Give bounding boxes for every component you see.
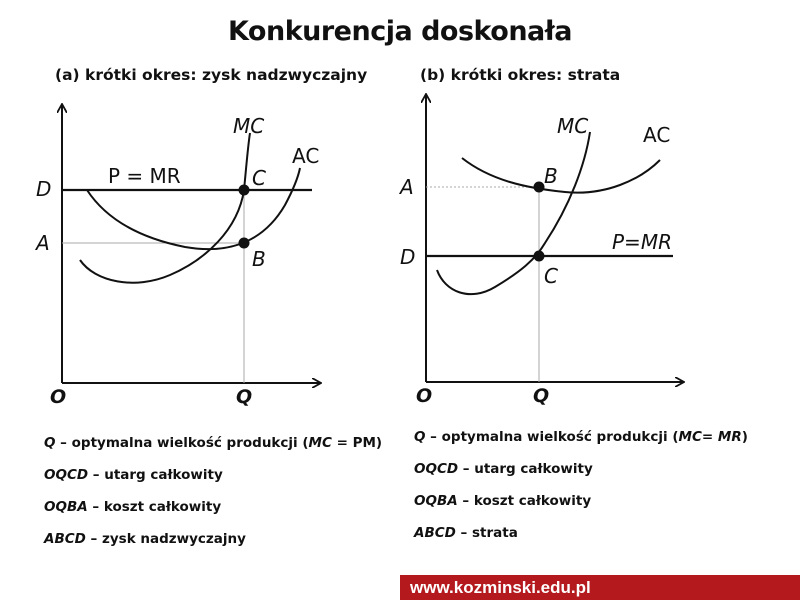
note-text: – utarg całkowity xyxy=(88,467,223,483)
panel-a-point-b xyxy=(238,237,250,249)
panel-a-ac-label: AC xyxy=(292,144,319,168)
panel-b-q-label: Q xyxy=(533,385,549,407)
panel-b-notes: Q – optymalna wielkość produkcji (MC= MR… xyxy=(414,421,748,549)
panel-a-b-label: B xyxy=(252,247,266,271)
panel-a-c-label: C xyxy=(252,166,266,190)
note-line: OQBA – koszt całkowity xyxy=(414,485,748,517)
panel-a-point-c xyxy=(238,184,250,196)
note-key: OQCD xyxy=(414,461,459,477)
panel-b-point-c xyxy=(533,250,545,262)
note-text: – koszt całkowity xyxy=(87,499,222,515)
footer-url[interactable]: www.kozminski.edu.pl xyxy=(400,575,800,600)
note-key: OQBA xyxy=(44,499,88,515)
panel-a-ac-curve xyxy=(86,167,301,251)
panel-a-mc-curve xyxy=(79,132,251,284)
note-key: ABCD xyxy=(44,531,86,547)
panel-b-a-label: A xyxy=(398,175,414,199)
note-text: = PM) xyxy=(331,435,383,451)
panel-a-a-label: A xyxy=(34,231,50,255)
note-text: – strata xyxy=(455,525,518,541)
note-key: MC xyxy=(308,435,332,451)
panel-b-ac-curve xyxy=(461,157,661,194)
panel-a-pmr-label: P = MR xyxy=(108,164,181,188)
note-key: Q xyxy=(44,435,56,451)
panel-a-chart: MC AC P = MR C B D A O Q xyxy=(34,105,320,408)
panel-b-b-label: B xyxy=(544,164,558,188)
panel-b-subtitle: (b) krótki okres: strata xyxy=(420,66,621,84)
panel-b-c-label: C xyxy=(544,264,558,288)
note-text: – optymalna wielkość produkcji ( xyxy=(425,429,679,445)
panel-b-pmr-label: P=MR xyxy=(612,230,672,254)
note-text: – koszt całkowity xyxy=(457,493,592,509)
note-text: – utarg całkowity xyxy=(458,461,593,477)
panel-b-chart: MC AC P=MR B C A D O Q xyxy=(398,95,683,407)
note-line: Q – optymalna wielkość produkcji (MC = P… xyxy=(44,427,382,459)
panel-a-notes: Q – optymalna wielkość produkcji (MC = P… xyxy=(44,427,382,555)
panel-a-q-label: Q xyxy=(236,386,252,408)
note-line: OQCD – utarg całkowity xyxy=(44,459,382,491)
panel-a-origin-label: O xyxy=(50,386,66,408)
note-text: ) xyxy=(741,429,748,445)
panel-a-d-label: D xyxy=(36,177,51,201)
panel-b-d-label: D xyxy=(400,245,415,269)
note-text: – zysk nadzwyczajny xyxy=(85,531,246,547)
note-key: Q xyxy=(414,429,426,445)
panel-b-mc-curve xyxy=(436,131,591,296)
note-key: OQCD xyxy=(44,467,89,483)
panel-a-mc-label: MC xyxy=(233,114,264,138)
panel-b-point-b xyxy=(533,181,545,193)
note-key: ABCD xyxy=(414,525,456,541)
note-text: – optymalna wielkość produkcji ( xyxy=(55,435,309,451)
panel-b-ac-label: AC xyxy=(643,123,670,147)
note-key: MC= MR xyxy=(678,429,742,445)
panel-a-subtitle: (a) krótki okres: zysk nadzwyczajny xyxy=(55,66,368,84)
note-line: Q – optymalna wielkość produkcji (MC= MR… xyxy=(414,421,748,453)
note-key: OQBA xyxy=(414,493,458,509)
note-line: OQBA – koszt całkowity xyxy=(44,491,382,523)
panel-b-origin-label: O xyxy=(416,385,432,407)
note-line: ABCD – zysk nadzwyczajny xyxy=(44,523,382,555)
panel-b-mc-label: MC xyxy=(557,114,588,138)
page-title: Konkurencja doskonała xyxy=(227,16,573,47)
note-line: ABCD – strata xyxy=(414,517,748,549)
note-line: OQCD – utarg całkowity xyxy=(414,453,748,485)
